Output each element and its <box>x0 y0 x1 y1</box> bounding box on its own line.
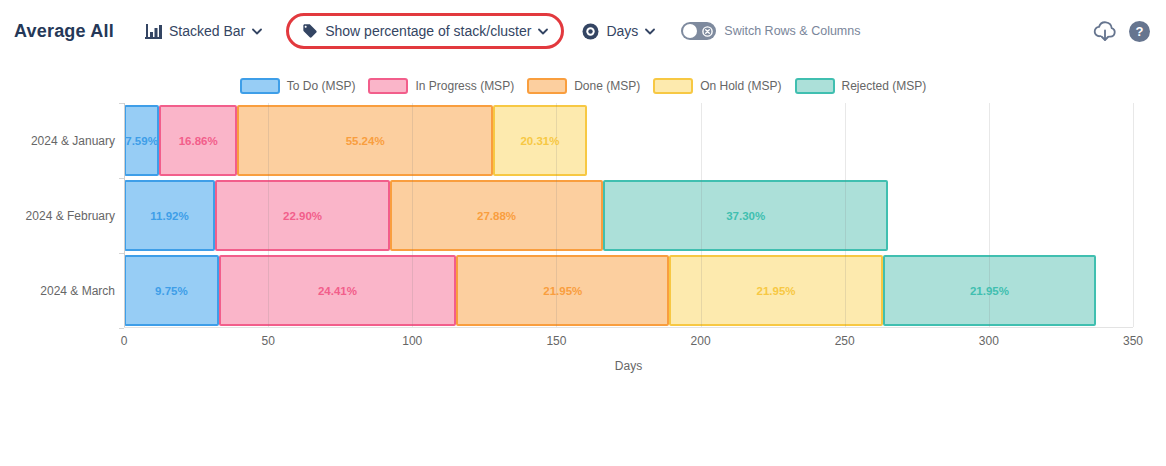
switch-rows-columns-label: Switch Rows & Columns <box>724 24 860 38</box>
bar-segment-done-msp[interactable]: 27.88% <box>390 180 603 251</box>
legend-label: Rejected (MSP) <box>842 79 927 93</box>
tag-icon <box>302 23 318 39</box>
bar-segment-done-msp[interactable]: 21.95% <box>456 255 669 326</box>
x-axis-tick-label: 300 <box>979 334 999 348</box>
stacked-bar: 11.92% 22.90% 27.88% 37.30% <box>124 180 1133 251</box>
toolbar-icons: ? <box>1092 19 1150 43</box>
x-axis-tick-label: 50 <box>261 334 274 348</box>
bar-segment-to-do-msp[interactable]: 7.59% <box>124 105 159 176</box>
segment-value-label: 21.95% <box>970 285 1009 297</box>
segment-value-label: 22.90% <box>283 210 322 222</box>
toolbar: Average All Stacked Bar Show percentage … <box>0 0 1166 52</box>
legend-swatch <box>795 78 835 94</box>
measure-dropdown[interactable]: Days <box>582 23 655 40</box>
chart-legend: To Do (MSP) In Progress (MSP) Done (MSP) On… <box>0 78 1166 94</box>
x-axis-title-row: Days <box>0 359 1166 373</box>
legend-swatch <box>653 78 693 94</box>
page-title: Average All <box>14 21 114 42</box>
annotation-highlight-circle: Show percentage of stack/cluster <box>286 13 564 49</box>
chevron-down-icon <box>538 28 548 35</box>
legend-swatch <box>240 78 280 94</box>
x-axis-tick-label: 250 <box>835 334 855 348</box>
legend-label: In Progress (MSP) <box>415 79 514 93</box>
x-axis-tick-label: 200 <box>691 334 711 348</box>
bar-segment-in-progress-msp[interactable]: 16.86% <box>159 105 237 176</box>
stacked-bar: 7.59% 16.86% 55.24% 20.31% <box>124 105 1133 176</box>
x-axis-title: Days <box>124 359 1133 373</box>
bar-track: 9.75% 24.41% 21.95% 21.95% 21.95% <box>124 253 1133 328</box>
percentage-mode-label: Show percentage of stack/cluster <box>325 23 531 39</box>
segment-value-label: 11.92% <box>150 210 188 222</box>
legend-swatch <box>368 78 408 94</box>
bar-segment-done-msp[interactable]: 55.24% <box>237 105 493 176</box>
report-panel: Average All Stacked Bar Show percentage … <box>0 0 1166 466</box>
bar-track: 7.59% 16.86% 55.24% 20.31% <box>124 103 1133 178</box>
stacked-bar-chart: 2024 & January7.59%16.86%55.24%20.31%202… <box>0 103 1166 373</box>
switch-rows-columns-group: Switch Rows & Columns <box>681 22 860 40</box>
segment-value-label: 24.41% <box>318 285 357 297</box>
bar-track: 11.92% 22.90% 27.88% 37.30% <box>124 178 1133 253</box>
bar-chart-icon <box>145 24 162 39</box>
segment-value-label: 27.88% <box>477 210 516 222</box>
bar-segment-to-do-msp[interactable]: 11.92% <box>124 180 215 251</box>
x-axis-tick-label: 100 <box>402 334 422 348</box>
segment-value-label: 21.95% <box>757 285 796 297</box>
measure-label: Days <box>606 23 638 39</box>
segment-value-label: 21.95% <box>543 285 582 297</box>
bar-segment-rejected-msp[interactable]: 37.30% <box>603 180 888 251</box>
chart-row: 2024 & February 11.92% 22.90% 27.88% 37.30% <box>0 178 1166 253</box>
percentage-mode-dropdown[interactable]: Show percentage of stack/cluster <box>302 23 548 39</box>
segment-value-label: 37.30% <box>726 210 765 222</box>
stacked-bar: 9.75% 24.41% 21.95% 21.95% 21.95% <box>124 255 1133 326</box>
cloud-download-icon[interactable] <box>1092 19 1118 43</box>
category-label: 2024 & February <box>0 178 124 253</box>
legend-label: Done (MSP) <box>574 79 640 93</box>
chart-row: 2024 & January7.59% 16.86% 55.24% 20.31% <box>0 103 1166 178</box>
bar-segment-in-progress-msp[interactable]: 24.41% <box>219 255 456 326</box>
switch-rows-columns-toggle[interactable] <box>681 22 716 40</box>
x-axis-tick-label: 350 <box>1123 334 1143 348</box>
chart-row: 2024 & March 9.75% 24.41% 21.95% 21.95% 21.95… <box>0 253 1166 328</box>
x-axis: 0 50 100 150 200 250 300 350 <box>0 334 1166 350</box>
y-axis-tick <box>119 328 124 329</box>
legend-label: On Hold (MSP) <box>700 79 781 93</box>
segment-value-label: 7.59% <box>125 135 158 147</box>
toggle-off-x-icon <box>702 26 713 37</box>
legend-item-in-progress-msp[interactable]: In Progress (MSP) <box>368 78 514 94</box>
bar-segment-in-progress-msp[interactable]: 22.90% <box>215 180 390 251</box>
legend-item-done-msp[interactable]: Done (MSP) <box>527 78 640 94</box>
bar-segment-rejected-msp[interactable]: 21.95% <box>883 255 1096 326</box>
legend-item-on-hold-msp[interactable]: On Hold (MSP) <box>653 78 781 94</box>
legend-item-rejected-msp[interactable]: Rejected (MSP) <box>795 78 927 94</box>
question-glyph: ? <box>1129 21 1150 42</box>
x-axis-tick-label: 0 <box>121 334 128 348</box>
chevron-down-icon <box>645 28 655 35</box>
chart-type-dropdown[interactable]: Stacked Bar <box>145 23 262 39</box>
bar-segment-to-do-msp[interactable]: 9.75% <box>124 255 219 326</box>
bar-segment-on-hold-msp[interactable]: 20.31% <box>493 105 587 176</box>
help-icon[interactable]: ? <box>1129 21 1150 42</box>
target-icon <box>582 23 599 40</box>
segment-value-label: 16.86% <box>179 135 218 147</box>
legend-label: To Do (MSP) <box>287 79 356 93</box>
legend-swatch <box>527 78 567 94</box>
category-label: 2024 & March <box>0 253 124 328</box>
chevron-down-icon <box>252 28 262 35</box>
segment-value-label: 55.24% <box>346 135 385 147</box>
category-label: 2024 & January <box>0 103 124 178</box>
segment-value-label: 20.31% <box>520 135 559 147</box>
legend-item-to-do-msp[interactable]: To Do (MSP) <box>240 78 356 94</box>
toggle-knob <box>683 24 697 38</box>
chart-type-label: Stacked Bar <box>169 23 245 39</box>
x-axis-tick-label: 150 <box>546 334 566 348</box>
bar-segment-on-hold-msp[interactable]: 21.95% <box>669 255 882 326</box>
segment-value-label: 9.75% <box>155 285 188 297</box>
